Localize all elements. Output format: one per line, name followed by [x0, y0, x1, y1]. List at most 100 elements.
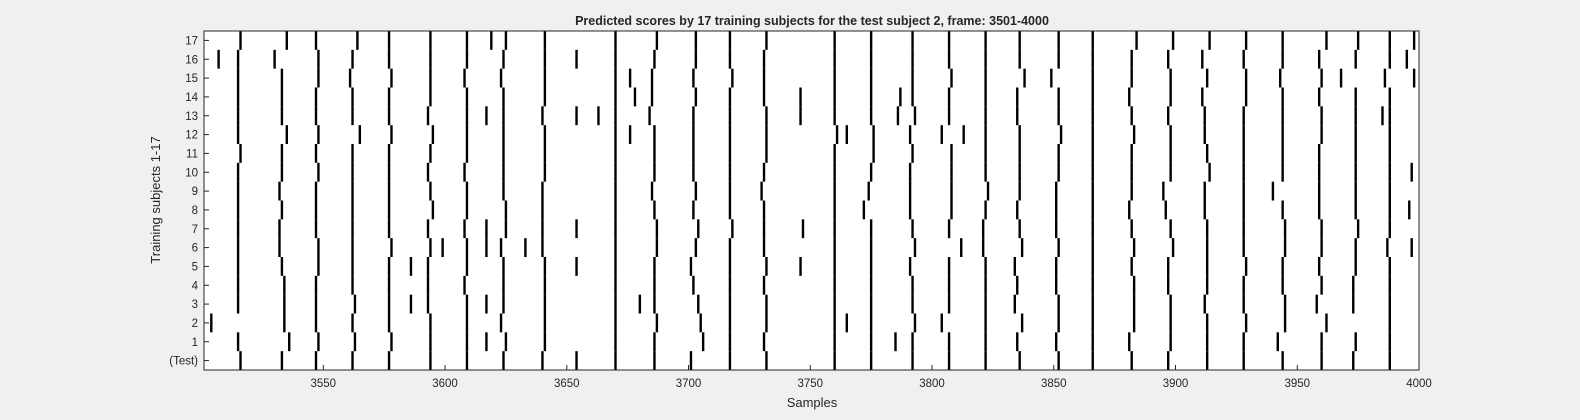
- spike-mark: [1388, 294, 1391, 314]
- spike-mark: [1162, 181, 1165, 201]
- spike-mark: [762, 162, 766, 182]
- spike-mark: [543, 87, 547, 107]
- spike-mark: [869, 294, 873, 314]
- spike-mark: [765, 294, 768, 314]
- spike-mark: [1130, 144, 1133, 163]
- spike-mark: [236, 125, 240, 144]
- x-ticks: 3550 3600 3650 3700 3750 3800 3850 3900 3950 4000: [311, 365, 1432, 390]
- spike-mark: [1018, 31, 1021, 50]
- spike-mark: [728, 275, 732, 295]
- spike-mark: [387, 49, 391, 69]
- spike-mark: [694, 31, 698, 50]
- spike-mark: [353, 332, 357, 352]
- spike-mark: [1130, 351, 1133, 370]
- spike-mark: [1167, 257, 1170, 276]
- spike-mark: [543, 125, 547, 144]
- spike-mark: [1320, 275, 1323, 295]
- spike-mark: [1016, 87, 1019, 107]
- spike-mark: [543, 68, 547, 88]
- spike-mark: [502, 162, 505, 182]
- spike-mark: [387, 257, 391, 276]
- spike-mark: [1354, 257, 1357, 276]
- spike-mark: [614, 257, 617, 276]
- spike-mark: [1244, 87, 1248, 107]
- spike-mark: [1171, 238, 1175, 257]
- spike-mark: [314, 219, 318, 239]
- spike-mark: [236, 219, 240, 239]
- spike-mark: [1091, 106, 1094, 126]
- spike-mark: [1283, 238, 1287, 257]
- spike-mark: [278, 219, 281, 239]
- spike-mark: [1242, 49, 1245, 69]
- spike-mark: [485, 238, 488, 257]
- spike-mark: [317, 238, 320, 257]
- spike-mark: [1167, 275, 1170, 295]
- spike-mark: [1055, 275, 1058, 295]
- spike-mark: [1386, 238, 1389, 257]
- spike-mark: [1388, 181, 1391, 201]
- spike-mark: [1242, 144, 1245, 163]
- spike-mark: [314, 87, 318, 107]
- spike-mark: [1388, 313, 1391, 333]
- spike-mark: [1169, 68, 1172, 88]
- spike-mark: [614, 31, 617, 50]
- spike-mark: [1339, 68, 1343, 88]
- spike-mark: [728, 313, 732, 333]
- spike-mark: [390, 332, 393, 352]
- spike-mark: [728, 49, 732, 69]
- spike-mark: [862, 200, 866, 220]
- y-tick-label: 7: [192, 224, 198, 236]
- spike-mark: [465, 257, 469, 276]
- spike-mark: [1354, 87, 1357, 107]
- spike-mark: [984, 332, 987, 352]
- spike-mark: [1388, 162, 1391, 182]
- spike-mark: [429, 313, 432, 333]
- spike-mark: [1130, 68, 1133, 88]
- spike-mark: [1018, 162, 1021, 182]
- spike-mark: [543, 49, 547, 69]
- spike-mark: [348, 68, 352, 88]
- spike-mark: [1203, 294, 1206, 314]
- spike-mark: [387, 313, 391, 333]
- spike-mark: [986, 181, 990, 201]
- spike-mark: [894, 332, 897, 352]
- spike-mark: [429, 238, 432, 257]
- spike-mark: [762, 219, 766, 239]
- spike-mark: [351, 275, 354, 295]
- spike-mark: [1242, 106, 1245, 126]
- spike-mark: [1020, 238, 1024, 257]
- x-tick-label: 3600: [432, 378, 458, 390]
- spike-mark: [1167, 49, 1170, 69]
- spike-mark: [1315, 294, 1318, 314]
- spike-mark: [1354, 332, 1357, 352]
- spike-mark: [728, 125, 732, 144]
- spike-mark: [1388, 49, 1391, 69]
- spike-mark: [387, 31, 391, 50]
- spike-mark: [575, 219, 578, 239]
- spike-mark: [1205, 332, 1209, 352]
- spike-mark: [280, 351, 284, 370]
- spike-mark: [762, 275, 766, 295]
- spike-mark: [1383, 68, 1387, 88]
- spike-mark: [387, 106, 391, 126]
- spike-mark: [1018, 219, 1021, 239]
- spike-mark: [1203, 125, 1206, 144]
- spike-mark: [799, 106, 802, 126]
- spike-mark: [236, 275, 240, 295]
- spike-mark: [692, 162, 695, 182]
- spike-mark: [465, 49, 469, 69]
- spike-mark: [692, 106, 695, 126]
- spike-mark: [1091, 313, 1094, 333]
- spike-mark: [614, 275, 617, 295]
- spike-mark: [465, 87, 469, 107]
- spike-mark: [833, 219, 836, 239]
- spike-mark: [984, 200, 987, 220]
- spike-mark: [1205, 219, 1209, 239]
- spike-mark: [614, 200, 617, 220]
- spike-mark: [1018, 49, 1021, 69]
- spike-mark: [1283, 294, 1287, 314]
- spike-mark: [1388, 275, 1391, 295]
- spike-mark: [1023, 68, 1026, 88]
- spike-mark: [217, 49, 220, 69]
- spike-mark: [351, 351, 354, 370]
